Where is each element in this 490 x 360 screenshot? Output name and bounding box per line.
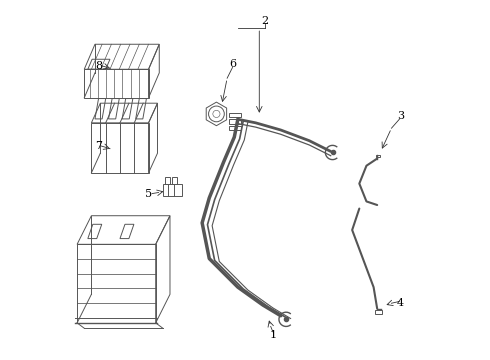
Text: 2: 2: [261, 16, 268, 26]
Bar: [163, 184, 182, 196]
Text: 7: 7: [95, 141, 102, 151]
Text: 3: 3: [397, 111, 404, 121]
Text: 8: 8: [95, 61, 102, 71]
Bar: [375, 310, 382, 314]
Text: 4: 4: [397, 298, 404, 308]
Text: 1: 1: [270, 330, 277, 341]
Bar: [165, 177, 170, 184]
Bar: [172, 177, 177, 184]
Bar: [376, 155, 380, 157]
Text: 6: 6: [229, 59, 236, 69]
Text: 5: 5: [145, 189, 152, 199]
